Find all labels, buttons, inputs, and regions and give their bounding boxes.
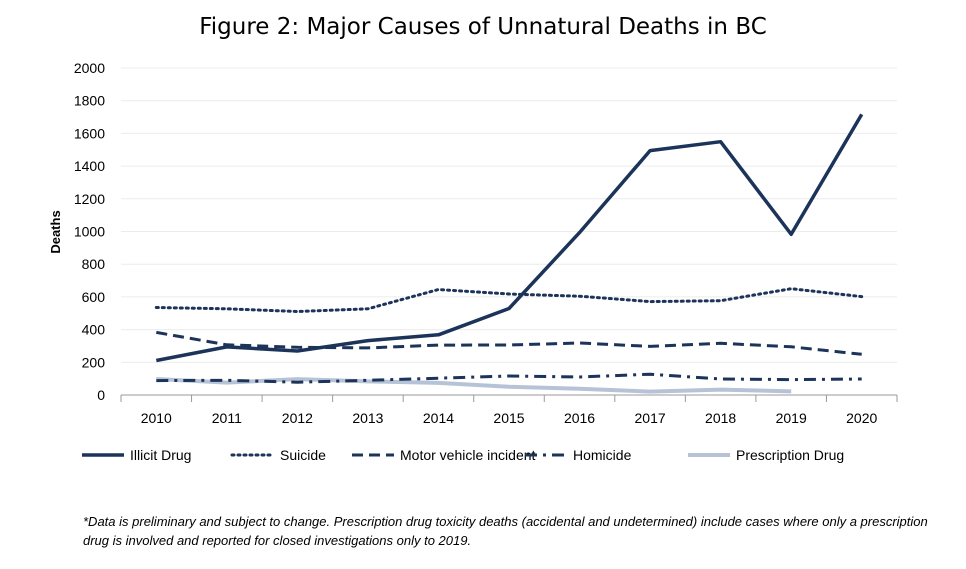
- footnote: *Data is preliminary and subject to chan…: [83, 514, 928, 548]
- y-tick-label: 2000: [74, 60, 105, 76]
- x-tick-label: 2017: [635, 410, 666, 426]
- x-tick-label: 2018: [705, 410, 736, 426]
- y-tick-label: 1000: [74, 224, 105, 240]
- axes: 0 200 400 600 800 1000 1200 1400 1600 1800 2000 201…: [74, 60, 898, 426]
- x-tick-label: 2019: [776, 410, 807, 426]
- y-tick-label: 800: [82, 256, 106, 272]
- y-tick-label: 1600: [74, 125, 105, 141]
- legend-label-homicide: Homicide: [573, 447, 632, 463]
- series-line-motor-vehicle-incident: [156, 330, 862, 356]
- y-tick-label: 1400: [74, 158, 105, 174]
- x-tick-label: 2012: [282, 410, 313, 426]
- x-tick-label: 2016: [564, 410, 595, 426]
- y-tick-label: 400: [82, 322, 106, 338]
- x-tick-label: 2013: [352, 410, 383, 426]
- series-line-prescription-drug: [156, 377, 792, 394]
- line-chart: 0 200 400 600 800 1000 1200 1400 1600 1800 2000 201…: [48, 60, 898, 463]
- y-tick-label: 1800: [74, 93, 105, 109]
- y-tick-label: 1200: [74, 191, 105, 207]
- x-tick-label: 2014: [423, 410, 454, 426]
- legend: Illicit Drug Suicide Motor vehicle inciden…: [82, 447, 844, 463]
- legend-label-prescription-drug: Prescription Drug: [736, 447, 844, 463]
- legend-label-illicit-drug: Illicit Drug: [130, 447, 191, 463]
- series-line-suicide: [154, 287, 864, 313]
- y-tick-label: 600: [82, 289, 106, 305]
- y-tick-label: 200: [82, 354, 106, 370]
- y-axis-label: Deaths: [48, 210, 63, 253]
- series-lines: [154, 113, 864, 394]
- series-line-illicit-drug: [155, 113, 864, 363]
- x-tick-label: 2020: [846, 410, 877, 426]
- series-line-homicide: [156, 372, 862, 384]
- y-tick-label: 0: [97, 387, 105, 403]
- gridlines: [121, 67, 897, 363]
- x-tick-label: 2010: [141, 410, 172, 426]
- chart-title: Figure 2: Major Causes of Unnatural Deat…: [199, 14, 767, 40]
- x-tick-label: 2011: [212, 410, 242, 426]
- x-tick-label: 2015: [493, 410, 524, 426]
- legend-label-suicide: Suicide: [280, 447, 326, 463]
- legend-label-motor-vehicle-incident: Motor vehicle incident: [400, 447, 536, 463]
